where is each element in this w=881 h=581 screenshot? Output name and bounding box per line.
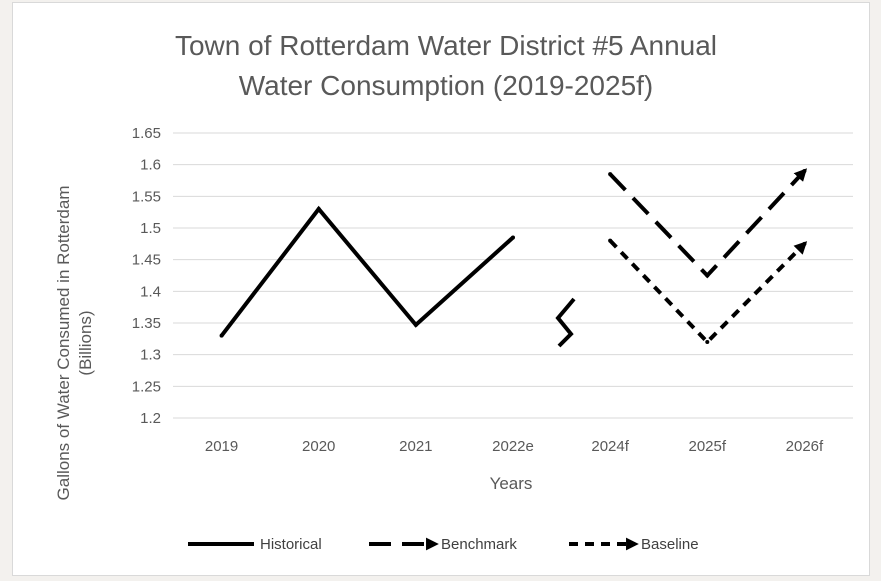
data-point-baseline [802, 242, 806, 246]
x-tick-label: 2022e [492, 438, 534, 455]
data-point-historical [220, 334, 224, 338]
x-tick-label: 2019 [205, 438, 238, 455]
data-point-benchmark [802, 169, 806, 173]
x-tick-label: 2026f [786, 438, 824, 455]
x-tick-label: 2021 [399, 438, 432, 455]
y-tick-labels: 1.2 1.25 1.3 1.35 1.4 1.45 1.5 1.55 1.6 1.65 [132, 125, 161, 427]
data-point-benchmark [608, 172, 612, 176]
data-point-historical [414, 323, 418, 327]
x-tick-labels: 2019 2020 2021 2022e 2024f 2025f 2026f [205, 438, 824, 455]
x-tick-label: 2020 [302, 438, 335, 455]
x-tick-label: 2024f [591, 438, 629, 455]
y-tick-label: 1.25 [132, 378, 161, 395]
y-tick-label: 1.6 [140, 157, 161, 174]
series-lines [220, 169, 807, 344]
legend-label-historical: Historical [260, 536, 322, 553]
y-tick-label: 1.2 [140, 410, 161, 427]
y-tick-label: 1.3 [140, 347, 161, 364]
y-tick-label: 1.4 [140, 283, 161, 300]
legend-label-baseline: Baseline [641, 536, 699, 553]
x-tick-label: 2025f [689, 438, 727, 455]
y-axis-title-line-2: (Billions) [76, 310, 95, 375]
data-point-baseline [608, 239, 612, 243]
chart-title-line-2: Water Consumption (2019-2025f) [239, 70, 654, 101]
gridlines [173, 133, 853, 418]
legend: Historical Benchmark Baseline [188, 536, 699, 553]
data-point-historical [511, 236, 515, 240]
x-axis-title: Years [490, 474, 533, 493]
data-point-baseline [705, 340, 709, 344]
data-point-historical [317, 207, 321, 211]
y-tick-label: 1.35 [132, 315, 161, 332]
y-tick-label: 1.45 [132, 252, 161, 269]
y-axis-title-line-1: Gallons of Water Consumed in Rotterdam [54, 186, 73, 501]
y-tick-label: 1.5 [140, 220, 161, 237]
chart-title-line-1: Town of Rotterdam Water District #5 Annu… [175, 30, 717, 61]
chart-frame: Town of Rotterdam Water District #5 Annu… [12, 2, 870, 576]
y-tick-label: 1.65 [132, 125, 161, 142]
data-point-benchmark [705, 274, 709, 278]
chart-svg: Town of Rotterdam Water District #5 Annu… [13, 3, 871, 577]
legend-label-benchmark: Benchmark [441, 536, 517, 553]
y-tick-label: 1.55 [132, 188, 161, 205]
